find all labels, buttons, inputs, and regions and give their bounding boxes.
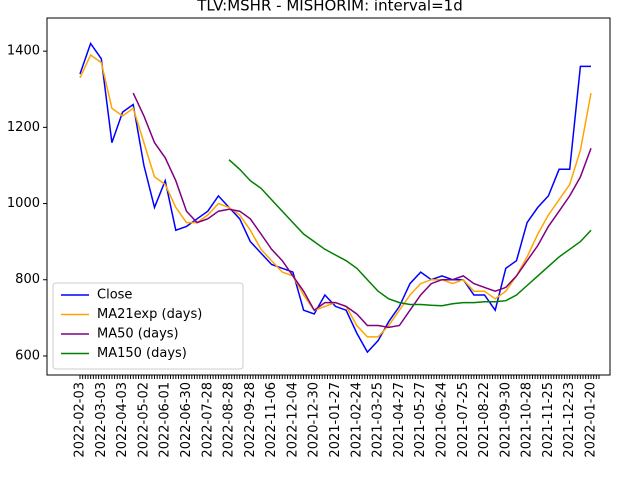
chart-title: TLV:MSHR - MISHORIM: interval=1d (196, 0, 462, 15)
x-tick-label: 2022-07-28 (200, 382, 215, 458)
y-tick-label: 1400 (7, 44, 40, 59)
y-tick-label: 1200 (7, 120, 40, 135)
legend-label: MA21exp (days) (97, 307, 202, 322)
x-tick-label: 2021-02-24 (349, 382, 364, 458)
x-tick-label: 2022-02-03 (73, 382, 88, 458)
series-line (132, 92, 592, 329)
x-tick-label: 2022-11-06 (264, 382, 279, 458)
x-tick-label: 2021-09-30 (498, 382, 513, 458)
legend: Close MA21exp (days) MA50 (days) MA150 (day… (52, 282, 244, 370)
x-tick-label: 2022-06-30 (179, 382, 194, 458)
legend-label: MA50 (days) (97, 327, 179, 342)
x-tick-label: 2021-10-28 (520, 382, 535, 458)
x-tick-label: 2021-01-27 (328, 382, 343, 458)
x-tick-label: 2022-09-28 (243, 382, 258, 458)
x-tick-label: 2022-03-03 (94, 382, 109, 458)
y-tick-label: 800 (15, 272, 40, 287)
x-tick-label: 2022-05-02 (136, 382, 151, 458)
series-line (228, 159, 592, 307)
x-tick-label: 2021-07-25 (456, 382, 471, 458)
y-tick-label: 1000 (7, 196, 40, 211)
legend-box (52, 282, 244, 370)
x-tick-label: 2021-03-25 (371, 382, 386, 458)
x-tick-label: 2022-04-03 (115, 382, 130, 458)
x-tick-label: 2022-01-20 (584, 382, 599, 458)
x-tick-label: 2022-06-01 (158, 382, 173, 458)
x-tick-label: 2021-11-25 (541, 382, 556, 458)
plot-frame (46, 17, 611, 376)
x-tick-label: 2022-08-28 (222, 382, 237, 458)
x-tick-label: 2021-06-24 (434, 382, 449, 458)
legend-label: MA150 (days) (97, 346, 187, 361)
x-tick-label: 2021-05-27 (413, 382, 428, 458)
x-tick-label: 2021-04-27 (392, 382, 407, 458)
x-tick-label: 2022-12-04 (285, 382, 300, 458)
x-tick-label: 2021-08-22 (477, 382, 492, 458)
x-tick-label: 2021-12-23 (562, 382, 577, 458)
y-tick-label: 600 (15, 348, 40, 363)
x-tick-label: 2020-12-30 (307, 382, 322, 458)
legend-label: Close (97, 288, 132, 303)
series-line (79, 41, 591, 354)
